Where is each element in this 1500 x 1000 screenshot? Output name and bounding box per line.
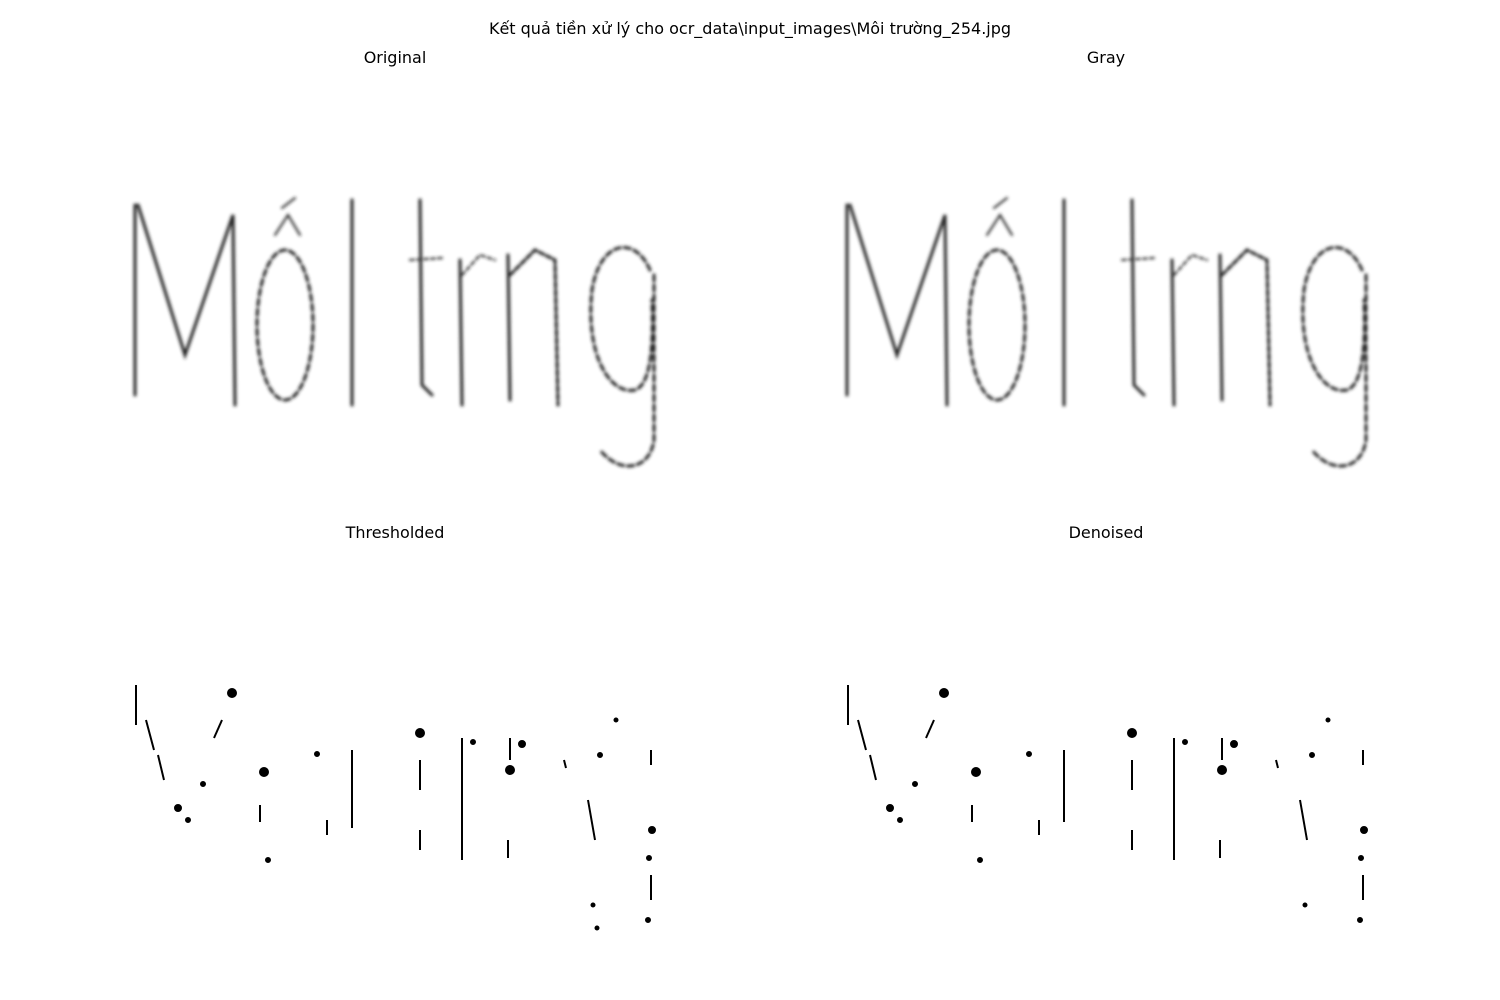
panel-title-thresholded: Thresholded xyxy=(345,523,445,542)
denoised-fragments xyxy=(847,685,1368,923)
denoised-image-drawing xyxy=(847,685,1368,923)
original-image xyxy=(130,180,660,515)
gray-image xyxy=(842,180,1372,515)
panel-title-gray: Gray xyxy=(1086,48,1126,67)
denoised-image xyxy=(842,680,1372,935)
original-word-strokes xyxy=(133,197,656,468)
gray-word-strokes xyxy=(845,197,1368,468)
gray-image-drawing xyxy=(845,197,1368,468)
figure-suptitle: Kết quả tiền xử lý cho ocr_data\input_im… xyxy=(488,19,1012,38)
original-image-drawing xyxy=(133,197,656,468)
thresholded-image xyxy=(130,680,660,935)
thresholded-fragments xyxy=(135,685,656,931)
panel-title-denoised: Denoised xyxy=(1068,523,1144,542)
thresholded-image-drawing xyxy=(135,685,656,931)
panel-title-original: Original xyxy=(363,48,427,67)
